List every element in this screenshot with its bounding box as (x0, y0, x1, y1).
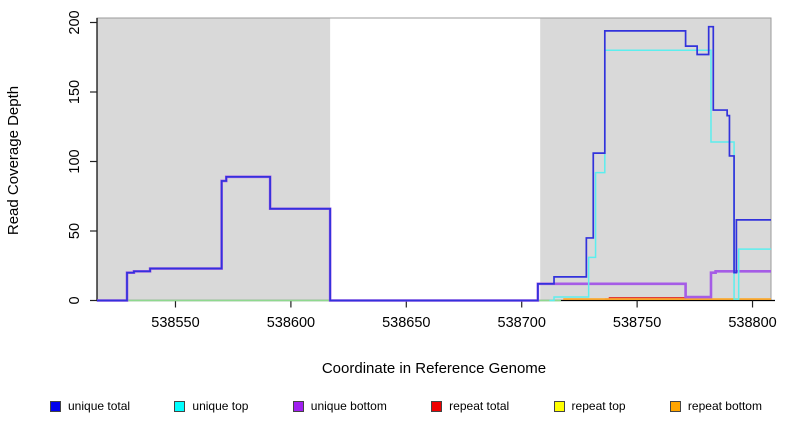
x-tick-label: 538750 (613, 315, 661, 331)
y-axis-title-text: Read Coverage Depth (5, 85, 23, 235)
legend-label: repeat top (571, 399, 626, 413)
legend-label: repeat bottom (687, 399, 762, 413)
legend-swatch-icon (431, 400, 443, 412)
x-tick-label: 538550 (151, 315, 199, 331)
legend-item-unique-total: unique total (50, 399, 130, 413)
plot-background-band (540, 18, 771, 301)
plot-background-band (97, 18, 331, 301)
legend-swatch-icon (669, 400, 681, 412)
legend-item-unique-top: unique top (174, 399, 248, 413)
legend-swatch-icon (553, 400, 565, 412)
legend-item-repeat-bottom: repeat bottom (669, 399, 762, 413)
y-tick-label: 150 (67, 80, 83, 104)
y-tick-label: 100 (67, 149, 83, 173)
x-tick-label: 538650 (382, 315, 430, 331)
legend-swatch-icon (50, 400, 61, 412)
x-tick-label: 538800 (728, 315, 776, 331)
y-tick-label: 50 (67, 223, 83, 239)
legend-label: unique bottom (310, 399, 387, 413)
legend-item-repeat-total: repeat total (431, 399, 509, 413)
y-tick-label: 0 (67, 296, 83, 304)
legend-item-repeat-top: repeat top (553, 399, 626, 413)
y-tick-label: 200 (67, 10, 83, 34)
legend-label: repeat total (449, 399, 510, 413)
x-tick-label: 538600 (267, 315, 315, 331)
legend-label: unique total (68, 399, 131, 413)
legend-item-unique-bottom: unique bottom (292, 399, 387, 413)
legend: unique total unique top unique bottom repea… (50, 399, 762, 413)
coverage-plot-area: 538550 538600 538650 538700 538750 538800 0 50 1… (67, 10, 777, 331)
x-tick-label: 538700 (498, 315, 546, 331)
legend-label: unique top (192, 399, 249, 413)
x-axis-title: Coordinate in Reference Genome (321, 360, 547, 377)
legend-swatch-icon (174, 400, 186, 412)
legend-swatch-icon (292, 400, 304, 412)
series-unique-total-line (97, 25, 771, 302)
